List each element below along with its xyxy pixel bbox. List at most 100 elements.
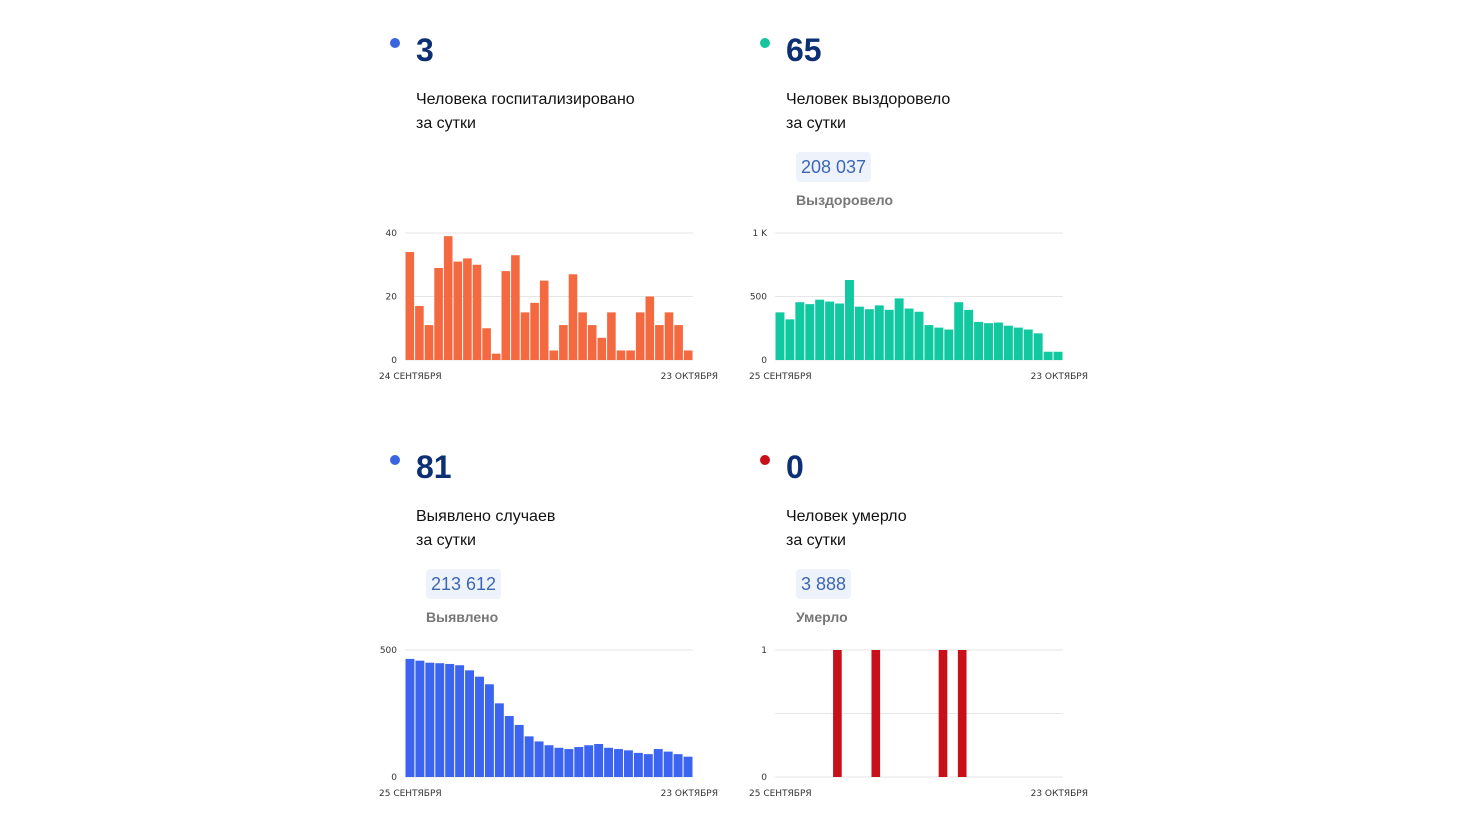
- bar: [871, 650, 881, 777]
- bar: [653, 749, 663, 777]
- bar: [424, 325, 434, 360]
- bar: [785, 319, 795, 360]
- bar: [482, 328, 491, 360]
- recovered-total: 208 037: [796, 152, 872, 182]
- bar: [805, 304, 815, 360]
- bar: [1033, 333, 1043, 360]
- bar: [1053, 351, 1063, 360]
- bar: [584, 745, 594, 777]
- y-tick-label: 0: [391, 356, 397, 366]
- bar: [825, 301, 835, 360]
- hospitalized-count: 3: [416, 32, 434, 68]
- bar: [1043, 351, 1053, 360]
- bar: [614, 749, 623, 777]
- y-tick-label: 20: [386, 293, 398, 303]
- bar: [425, 662, 435, 777]
- cases-chart: 0 500 25 СЕНТЯБРЯ 23 ОКТЯБРЯ: [379, 646, 718, 799]
- bar: [645, 296, 655, 360]
- panel-recovered: 65 Человек выздоровело за сутки 208 037 …: [749, 20, 1110, 420]
- bar: [415, 660, 425, 777]
- bar: [993, 322, 1003, 360]
- bar: [491, 353, 501, 360]
- bar: [674, 325, 683, 360]
- bar: [594, 743, 604, 777]
- bar: [443, 236, 453, 360]
- bar: [643, 754, 653, 777]
- deaths-count: 0: [786, 449, 804, 485]
- bar: [568, 274, 578, 360]
- legend-dot: [760, 455, 770, 465]
- bar: [484, 684, 494, 777]
- deaths-total: 3 888: [796, 569, 852, 599]
- bar: [864, 309, 874, 360]
- bar: [954, 302, 964, 360]
- bar: [405, 252, 415, 360]
- x-start-label: 25 СЕНТЯБРЯ: [379, 789, 442, 799]
- bar: [974, 321, 984, 360]
- bar: [623, 750, 633, 777]
- bar: [663, 751, 673, 777]
- panel-hospitalized: 3 Человека госпитализировано за сутки 0 2…: [379, 20, 740, 420]
- bar: [1003, 325, 1013, 360]
- recovered-chart: 0 500 1 K 25 СЕНТЯБРЯ 23 ОКТЯБРЯ: [749, 229, 1088, 382]
- panel-cases: 81 Выявлено случаев за сутки 213 612 Выя…: [379, 437, 740, 837]
- bar: [472, 264, 482, 360]
- bar: [833, 650, 842, 777]
- bar: [1013, 327, 1023, 360]
- bar: [655, 325, 664, 360]
- desc-line-1: Человек умерло: [786, 508, 907, 525]
- bar: [514, 724, 524, 777]
- recovered-description: Человек выздоровело за сутки: [786, 88, 1086, 136]
- y-tick-label: 1: [761, 646, 767, 656]
- bar: [494, 703, 504, 777]
- bar: [544, 745, 554, 777]
- y-tick-label: 1 K: [753, 229, 769, 239]
- bar: [984, 323, 993, 360]
- x-start-label: 25 СЕНТЯБРЯ: [749, 789, 812, 799]
- x-end-label: 23 ОКТЯБРЯ: [1031, 789, 1088, 799]
- cases-count: 81: [416, 449, 452, 485]
- bar: [504, 716, 514, 777]
- bar: [938, 650, 948, 777]
- bar: [554, 747, 564, 777]
- bar: [944, 329, 954, 360]
- bar: [524, 736, 534, 777]
- deaths-description: Человек умерло за сутки: [786, 505, 1086, 553]
- x-start-label: 25 СЕНТЯБРЯ: [749, 372, 812, 382]
- bar: [607, 312, 616, 360]
- bar: [520, 312, 530, 360]
- bar: [633, 752, 643, 777]
- bar: [501, 271, 511, 360]
- bar: [626, 350, 635, 360]
- cases-total: 213 612: [426, 569, 502, 599]
- bar: [463, 258, 472, 360]
- cases-description: Выявлено случаев за сутки: [416, 505, 716, 553]
- bar: [559, 325, 568, 360]
- deaths-total-label: Умерло: [796, 609, 848, 625]
- bar: [845, 279, 854, 360]
- bar: [415, 306, 424, 360]
- x-end-label: 23 ОКТЯБРЯ: [661, 372, 718, 382]
- recovered-total-label: Выздоровело: [796, 192, 894, 208]
- bar: [405, 658, 415, 777]
- bar: [597, 337, 607, 360]
- x-end-label: 23 ОКТЯБРЯ: [661, 789, 718, 799]
- y-tick-label: 500: [380, 646, 397, 656]
- bar: [435, 663, 445, 777]
- recovered-count: 65: [786, 32, 822, 68]
- bar: [884, 309, 894, 360]
- bar: [578, 312, 587, 360]
- bar: [957, 650, 967, 777]
- bar: [904, 308, 914, 360]
- y-tick-label: 0: [391, 773, 397, 783]
- desc-line-2: за сутки: [786, 532, 846, 549]
- desc-line-2: за сутки: [786, 115, 846, 132]
- bar: [683, 350, 693, 360]
- x-start-label: 24 СЕНТЯБРЯ: [379, 372, 442, 382]
- bar: [934, 327, 944, 360]
- y-tick-label: 0: [761, 356, 767, 366]
- bar: [455, 665, 465, 777]
- bar: [530, 302, 539, 360]
- desc-line-1: Человека госпитализировано: [416, 91, 635, 108]
- bar: [616, 350, 626, 360]
